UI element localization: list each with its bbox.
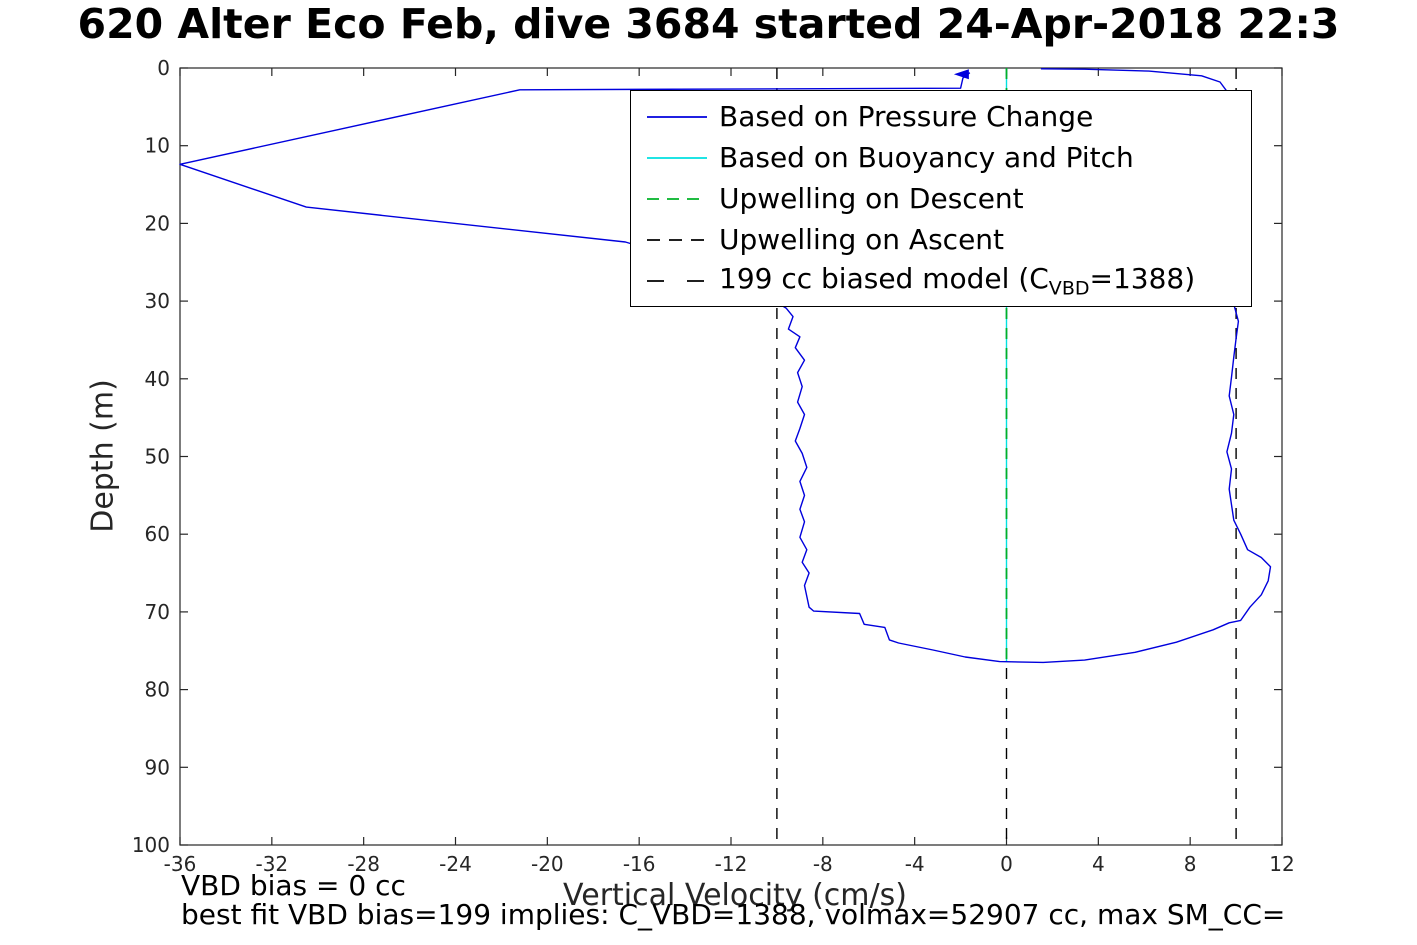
figure-title: 620 Alter Eco Feb, dive 3684 started 24-… bbox=[77, 0, 1340, 48]
x-tick-label: 0 bbox=[1000, 852, 1013, 876]
legend-sample-line bbox=[647, 197, 707, 200]
x-tick-label: -28 bbox=[347, 852, 380, 876]
y-tick-label: 40 bbox=[145, 367, 170, 391]
legend-item-upwelling-descent: Upwelling on Descent bbox=[645, 178, 1251, 219]
x-tick-label: -20 bbox=[531, 852, 564, 876]
surface-current-arrow bbox=[953, 69, 969, 80]
y-tick-label: 10 bbox=[145, 134, 170, 158]
x-tick-label: -12 bbox=[715, 852, 748, 876]
legend-label: Upwelling on Descent bbox=[719, 182, 1024, 215]
legend-sample-line bbox=[647, 115, 707, 118]
y-tick-label: 0 bbox=[157, 56, 170, 80]
legend-sample-line bbox=[647, 238, 707, 241]
y-tick-label: 50 bbox=[145, 445, 170, 469]
legend-label: 199 cc biased model (CVBD=1388) bbox=[719, 261, 1196, 300]
best-fit-annotation: best fit VBD bias=199 implies: C_VBD=138… bbox=[181, 898, 1286, 931]
legend-item-pressure-change: Based on Pressure Change bbox=[645, 96, 1251, 137]
y-tick-label: 100 bbox=[132, 833, 170, 857]
legend-item-biased-model: 199 cc biased model (CVBD=1388) bbox=[645, 260, 1251, 301]
legend: Based on Pressure Change Based on Buoyan… bbox=[630, 90, 1252, 307]
y-tick-label: 20 bbox=[145, 211, 170, 235]
x-tick-label: 8 bbox=[1184, 852, 1197, 876]
y-tick-label: 90 bbox=[145, 755, 170, 779]
x-tick-label: -24 bbox=[439, 852, 472, 876]
x-tick-label: 12 bbox=[1269, 852, 1294, 876]
y-tick-label: 80 bbox=[145, 678, 170, 702]
legend-item-buoyancy-pitch: Based on Buoyancy and Pitch bbox=[645, 137, 1251, 178]
x-axis-label: Vertical Velocity (cm/s) bbox=[563, 878, 907, 913]
y-tick-label: 60 bbox=[145, 522, 170, 546]
legend-label: Based on Pressure Change bbox=[719, 100, 1094, 133]
legend-label: Based on Buoyancy and Pitch bbox=[719, 141, 1134, 174]
x-tick-label: -4 bbox=[905, 852, 925, 876]
legend-sample-line bbox=[647, 156, 707, 159]
x-tick-label: -36 bbox=[164, 852, 197, 876]
y-tick-label: 30 bbox=[145, 289, 170, 313]
x-tick-label: -8 bbox=[813, 852, 833, 876]
legend-label: Upwelling on Ascent bbox=[719, 223, 1005, 256]
vbd-bias-annotation: VBD bias = 0 cc bbox=[181, 869, 406, 902]
x-tick-label: -16 bbox=[623, 852, 656, 876]
legend-sample-line bbox=[647, 279, 707, 282]
x-tick-label: 4 bbox=[1092, 852, 1105, 876]
y-axis-label: Depth (m) bbox=[85, 379, 121, 533]
y-tick-label: 70 bbox=[145, 600, 170, 624]
legend-item-upwelling-ascent: Upwelling on Ascent bbox=[645, 219, 1251, 260]
x-tick-label: -32 bbox=[255, 852, 288, 876]
